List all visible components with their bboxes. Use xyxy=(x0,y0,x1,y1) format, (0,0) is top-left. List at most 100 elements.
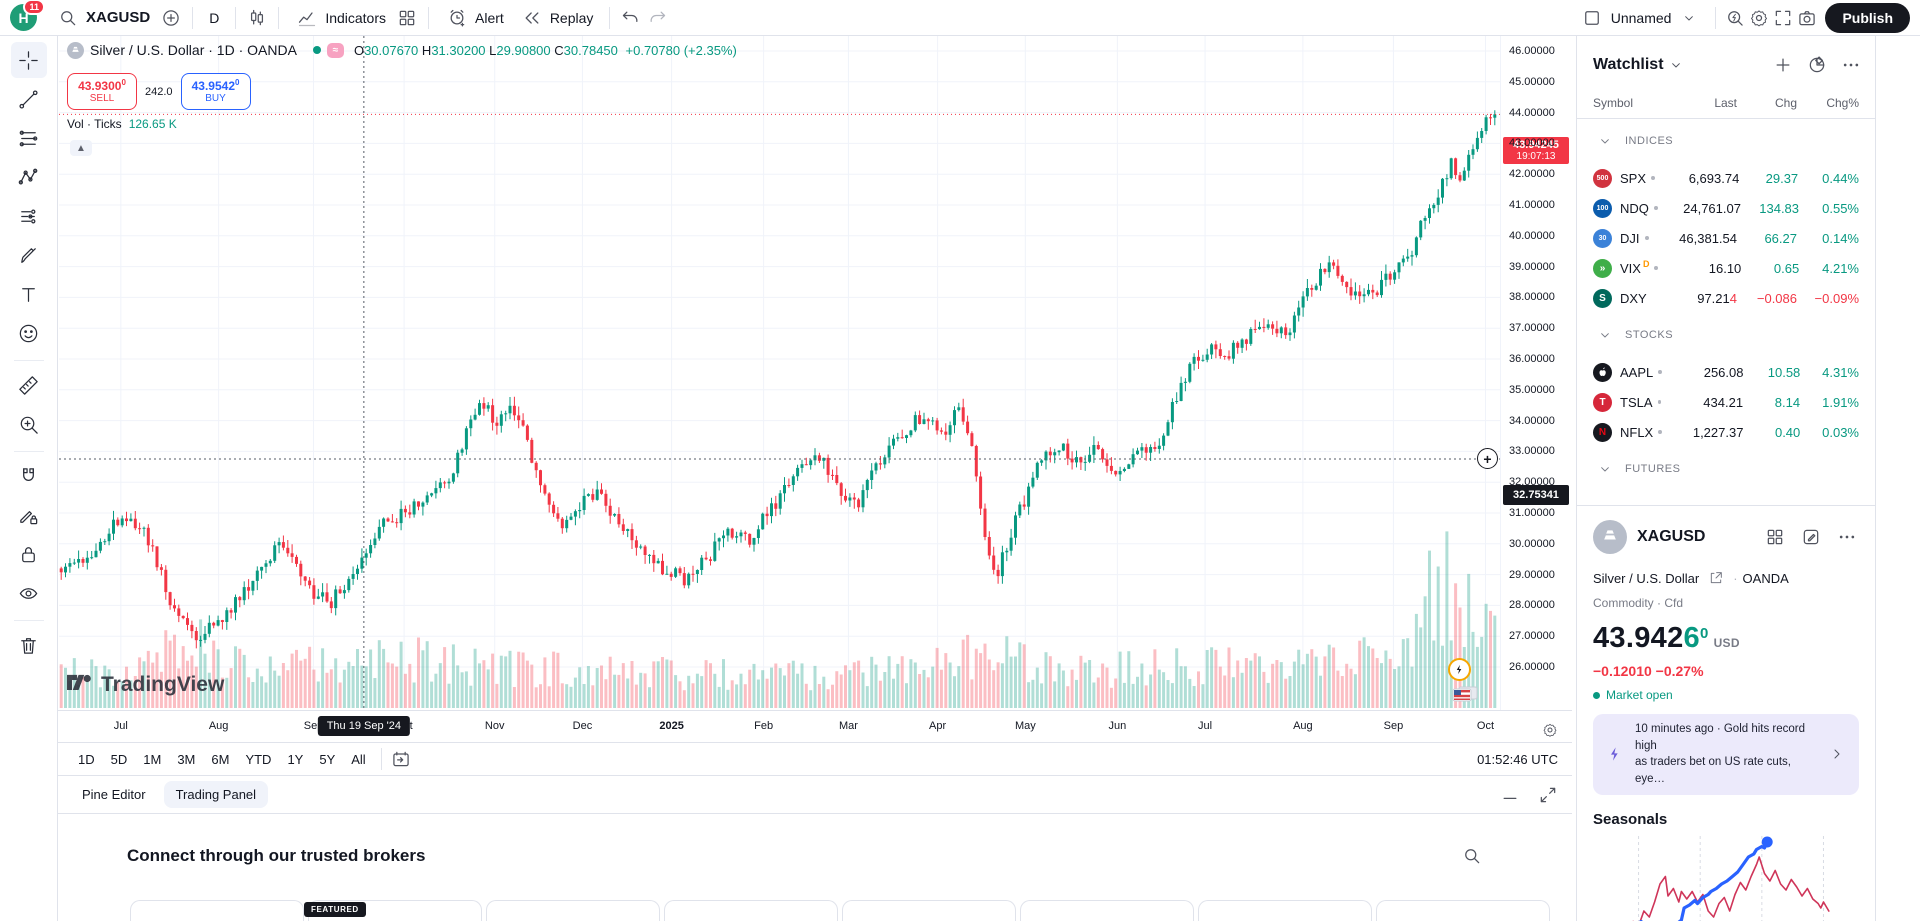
portfolio-pie-icon[interactable] xyxy=(1805,53,1829,77)
chart-title[interactable]: Silver / U.S. Dollar · 1D · OANDA xyxy=(90,42,297,58)
interval-button[interactable]: D xyxy=(209,9,220,26)
range-5y-button[interactable]: 5Y xyxy=(319,751,336,767)
range-6m-button[interactable]: 6M xyxy=(211,751,230,767)
currency-flags-icon[interactable] xyxy=(1452,686,1478,707)
axis-settings-gear-icon[interactable] xyxy=(1538,718,1562,742)
minimize-panel-icon[interactable] xyxy=(1498,783,1522,807)
watchlist-row-spx[interactable]: 500 SPX 6,693.74 29.37 0.44% xyxy=(1577,163,1875,193)
symbol-name[interactable]: XAGUSD xyxy=(1637,528,1706,545)
range-1m-button[interactable]: 1M xyxy=(143,751,162,767)
broker-card[interactable] xyxy=(1376,900,1550,921)
broker-card[interactable] xyxy=(664,900,838,921)
news-item[interactable]: 10 minutes ago · Gold hits record high as… xyxy=(1593,714,1859,795)
go-to-date-icon[interactable] xyxy=(389,747,413,771)
broker-card[interactable] xyxy=(130,900,304,921)
layout-name-button[interactable]: Unnamed xyxy=(1604,2,1709,34)
save-layout-icon[interactable] xyxy=(1580,6,1604,30)
layout-grid-icon[interactable] xyxy=(1763,525,1787,549)
watchlist-row-vix[interactable]: » VIX D 16.10 0.65 4.21% xyxy=(1577,253,1875,283)
broker-search-icon[interactable] xyxy=(1460,844,1484,868)
flash-icon[interactable] xyxy=(1448,658,1471,681)
symbol-ticker: DXY xyxy=(1620,290,1647,306)
chevron-down-icon[interactable] xyxy=(1664,53,1688,77)
clock-utc[interactable]: 01:52:46 UTC xyxy=(1477,751,1558,767)
range-ytd-button[interactable]: YTD xyxy=(245,751,272,767)
indicators-button[interactable]: Indicators xyxy=(288,2,393,34)
broker-card[interactable] xyxy=(1020,900,1194,921)
edit-icon[interactable] xyxy=(1799,525,1823,549)
alert-button[interactable]: Alert xyxy=(438,2,511,34)
buy-button[interactable]: 43.95420 BUY xyxy=(180,73,251,110)
fib-retracement-tool[interactable] xyxy=(11,120,47,156)
bottom-panel-tabs: Pine Editor Trading Panel xyxy=(58,775,1572,814)
undo-icon[interactable] xyxy=(619,6,643,30)
candles-icon[interactable] xyxy=(245,6,269,30)
seasonals-chart[interactable] xyxy=(1593,835,1861,921)
plus-icon[interactable] xyxy=(159,6,183,30)
lock-all-tool[interactable] xyxy=(11,536,47,572)
alerts-wave-icon[interactable]: ≈ xyxy=(326,42,344,58)
expand-panel-icon[interactable] xyxy=(1536,783,1560,807)
draw-pencil-lock-tool[interactable] xyxy=(11,497,47,533)
watchlist-row-ndq[interactable]: 100 NDQ 24,761.07 134.83 0.55% xyxy=(1577,193,1875,223)
emoji-tool[interactable] xyxy=(11,315,47,351)
prediction-tool[interactable] xyxy=(11,198,47,234)
watchlist-row-nflx[interactable]: N NFLX 1,227.37 0.40 0.03% xyxy=(1577,417,1875,447)
trend-line-tool[interactable] xyxy=(11,81,47,117)
section-indices[interactable]: INDICES xyxy=(1577,119,1875,163)
tab-pine-editor[interactable]: Pine Editor xyxy=(82,787,146,802)
column-header-last[interactable]: Last xyxy=(1714,96,1737,110)
add-alert-plus-icon[interactable]: + xyxy=(1477,448,1498,469)
avatar[interactable]: H 11 xyxy=(10,0,45,31)
price-tick: 31.00000 xyxy=(1509,507,1555,519)
settings-gear-icon[interactable] xyxy=(1747,6,1771,30)
add-symbol-icon[interactable] xyxy=(1771,53,1795,77)
broker-card[interactable] xyxy=(486,900,660,921)
hide-all-tool[interactable] xyxy=(11,575,47,611)
section-stocks[interactable]: STOCKS xyxy=(1577,313,1875,357)
price-axis[interactable]: 43.94245 19:07:13 32.75341 15.18 K 0 46.… xyxy=(1500,36,1573,747)
text-tool[interactable] xyxy=(11,276,47,312)
watchlist-row-tsla[interactable]: T TSLA 434.21 8.14 1.91% xyxy=(1577,387,1875,417)
range-3m-button[interactable]: 3M xyxy=(177,751,196,767)
symbol-search-button[interactable]: XAGUSD xyxy=(49,2,157,34)
watchlist-row-dji[interactable]: 30 DJI 46,381.54 66.27 0.14% xyxy=(1577,223,1875,253)
collapse-pane-button[interactable]: ▲ xyxy=(70,140,92,156)
ruler-tool[interactable] xyxy=(11,367,47,403)
range-1y-button[interactable]: 1Y xyxy=(287,751,304,767)
xabcd-pattern-tool[interactable] xyxy=(11,159,47,195)
layout-grid-icon[interactable] xyxy=(395,6,419,30)
magnet-tool[interactable] xyxy=(11,458,47,494)
symbol-full-name[interactable]: Silver / U.S. Dollar xyxy=(1593,570,1700,586)
watchlist-row-dxy[interactable]: S DXY 97.214 −0.086 −0.09% xyxy=(1577,283,1875,313)
external-link-icon[interactable] xyxy=(1704,566,1728,590)
range-all-button[interactable]: All xyxy=(351,751,366,767)
fullscreen-icon[interactable] xyxy=(1771,6,1795,30)
tab-trading-panel[interactable]: Trading Panel xyxy=(163,781,269,808)
column-header-chg[interactable]: Chg xyxy=(1774,96,1797,110)
column-header-symbol[interactable]: Symbol xyxy=(1593,96,1634,110)
watchlist-row-aapl[interactable]: AAPL 256.08 10.58 4.31% xyxy=(1577,357,1875,387)
range-5d-button[interactable]: 5D xyxy=(110,751,128,767)
broker-card[interactable] xyxy=(842,900,1016,921)
status-dot-icon[interactable] xyxy=(312,46,321,54)
remove-all-tool[interactable] xyxy=(11,627,47,663)
publish-button[interactable]: Publish xyxy=(1825,2,1910,33)
range-1d-button[interactable]: 1D xyxy=(78,751,95,767)
section-futures[interactable]: FUTURES xyxy=(1577,447,1875,491)
brush-tool[interactable] xyxy=(11,237,47,273)
more-dots-icon[interactable] xyxy=(1835,525,1859,549)
column-header-chgp[interactable]: Chg% xyxy=(1826,96,1859,110)
watchlist-title[interactable]: Watchlist xyxy=(1593,56,1664,73)
quick-search-icon[interactable] xyxy=(1723,6,1747,30)
crosshair-tool[interactable] xyxy=(10,42,47,78)
camera-icon[interactable] xyxy=(1795,6,1819,30)
redo-icon[interactable] xyxy=(645,6,669,30)
zoom-in-tool[interactable] xyxy=(11,406,47,442)
replay-button[interactable]: Replay xyxy=(513,2,601,34)
time-axis[interactable]: Jul Aug Sep Oct Nov Dec 2025 Feb Mar Apr May Jun Jul… xyxy=(58,710,1572,743)
more-dots-icon[interactable] xyxy=(1839,53,1863,77)
sell-button[interactable]: 43.93000 SELL xyxy=(67,73,137,110)
broker-card[interactable] xyxy=(1198,900,1372,921)
